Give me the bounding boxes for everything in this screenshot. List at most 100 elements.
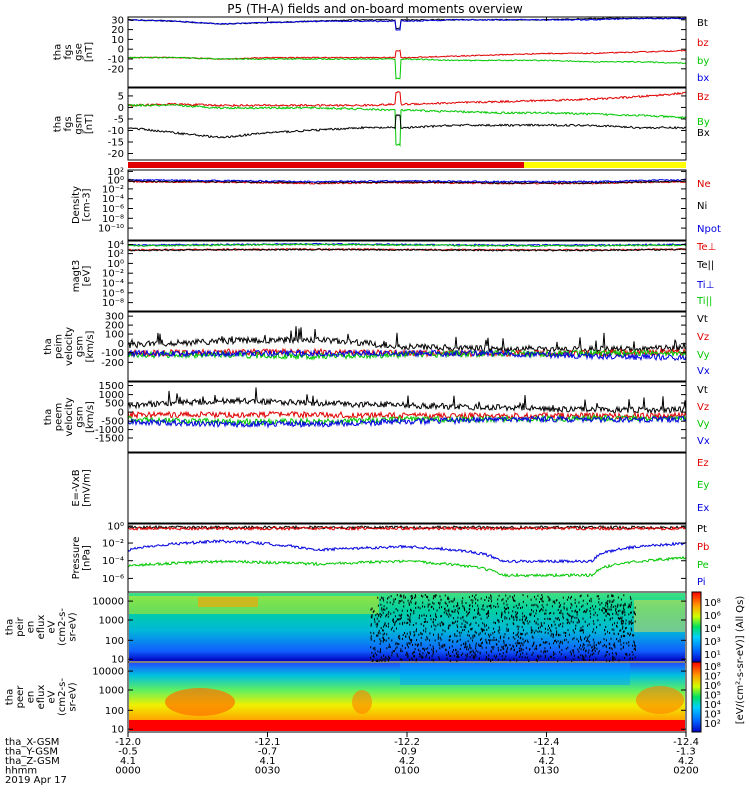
ylabel-line: E=-VxB — [71, 469, 82, 506]
xaxis-value: -0.7 — [258, 747, 278, 758]
series-temperature-Ti|| — [127, 243, 687, 248]
ylabel-line: [km/s] — [85, 401, 96, 433]
series-temperature-Te⊥ — [127, 247, 686, 252]
ylabel-line: eV — [47, 620, 58, 633]
colorbar-tick: 10⁸ — [704, 598, 721, 609]
ytick-label: 10⁰ — [107, 522, 124, 533]
ytick-label: 20 — [111, 25, 124, 36]
ylabel-line: fgs — [63, 116, 74, 131]
ytick-label: 10000 — [92, 597, 124, 608]
ylabel-fgs-gse: tha fgs gse [nT] — [52, 42, 95, 62]
ytick-label: -5 — [114, 114, 124, 125]
legend-density-1: Ni — [697, 201, 707, 212]
xaxis-value: 0130 — [534, 766, 559, 777]
legend-fgs-gsm-2: Bx — [697, 128, 710, 139]
ylabel-line: tha — [43, 409, 54, 425]
ytick-label: 500 — [105, 399, 124, 410]
ytick-label: 200 — [105, 321, 124, 332]
ytick-label: 1000 — [99, 686, 124, 697]
ytick-label: 100 — [105, 706, 124, 717]
ytick-label: 10⁻² — [102, 184, 124, 195]
ytick-label: 10² — [107, 249, 124, 260]
series-density-Npot — [127, 178, 687, 184]
legend-peim-1: Vz — [697, 332, 709, 343]
colorbar-tick: 10⁷ — [704, 672, 721, 683]
ytick-label: -200 — [101, 358, 124, 369]
ytick-label: 0 — [118, 45, 124, 56]
ylabel-line: [mV/m] — [81, 469, 92, 507]
ytick-label: 10⁻⁶ — [102, 204, 124, 215]
ytick-label: 10⁻⁴ — [102, 194, 124, 205]
xaxis-value: 4.2 — [678, 756, 694, 767]
series-peem-Vz — [127, 410, 687, 421]
ytick-label: 10 — [111, 655, 124, 666]
series-peim-Vx — [127, 348, 687, 362]
legend-efield-2: Ex — [697, 503, 709, 514]
colorbar-tick: 10³ — [704, 637, 721, 648]
legend-peem-0: Vt — [697, 385, 708, 396]
xaxis-value: -12.4 — [534, 737, 560, 748]
series-fgs-gse-bx — [128, 17, 687, 31]
ytick-label: 10⁴ — [107, 240, 124, 251]
legend-peem-2: Vy — [697, 419, 710, 430]
ylabel-line: [km/s] — [85, 330, 96, 362]
ylabel-line: fgs — [63, 44, 74, 59]
legend-pressure-2: Pe — [697, 560, 709, 571]
xaxis-value: -1.1 — [537, 747, 557, 758]
legend-density-2: Npot — [697, 224, 721, 235]
ytick-label: 10 — [111, 35, 124, 46]
ylabel-peer: tha peer en eflux eV (cm2-s-sr-eV) — [5, 678, 79, 716]
ylabel-line: magt3 — [71, 260, 82, 293]
panel-frame-peim — [127, 311, 687, 382]
xaxis-value: -12.2 — [394, 737, 420, 748]
ylabel-line: tha — [5, 619, 16, 635]
colorbar-tick: 10⁶ — [704, 681, 721, 692]
series-peim-Vt — [127, 326, 687, 354]
ytick-label: 10⁻¹⁰ — [98, 224, 124, 235]
ylabel-line: (cm2-s- — [57, 608, 68, 646]
figure-title: P5 (TH-A) fields and on-board moments ov… — [227, 2, 523, 16]
ytick-label: 10⁰ — [107, 175, 124, 186]
legend-fgs-gse-3: bx — [697, 73, 709, 84]
colorbar-tick: 10¹ — [704, 650, 721, 661]
ytick-label: -10 — [108, 126, 124, 137]
ylabel-fgs-gsm: tha fgs gsm [nT] — [52, 113, 95, 134]
spectro-band — [352, 690, 372, 714]
legend-temperature-0: Te⊥ — [696, 242, 716, 253]
spectro-band — [400, 663, 630, 685]
spectro-band — [129, 720, 685, 731]
ylabel-line: [cm-3] — [81, 188, 92, 221]
series-fgs-gsm-By — [127, 103, 687, 147]
ytick-label: 10 — [111, 725, 124, 736]
spectro-band — [198, 597, 258, 607]
xaxis-value: -1.3 — [676, 747, 696, 758]
legend-fgs-gsm-1: By — [697, 117, 710, 128]
colorbar-0 — [691, 591, 702, 663]
xaxis-value: 0200 — [673, 766, 698, 777]
ytick-label: -20 — [108, 64, 124, 75]
xaxis-value: 4.2 — [399, 756, 415, 767]
ytick-label: -500 — [101, 417, 124, 428]
colorbar-tick: 10⁸ — [704, 662, 721, 673]
ytick-label: 0 — [118, 408, 124, 419]
series-fgs-gsm-Bx — [127, 114, 687, 139]
ytick-label: -20 — [108, 149, 124, 160]
ytick-label: 300 — [105, 312, 124, 323]
colorbar-tick: 10² — [704, 719, 721, 730]
ylabel-line: Density — [71, 186, 82, 224]
series-temperature-Te|| — [127, 247, 687, 252]
series-density-Ne — [127, 180, 687, 185]
series-fgs-gsm-Bz — [127, 91, 686, 108]
ylabel-line: gsm — [73, 113, 84, 134]
xaxis-value: 0100 — [394, 766, 419, 777]
series-peem-Vt — [127, 387, 687, 415]
ylabel-line: tha — [52, 116, 63, 132]
series-peem-Vx — [127, 415, 687, 429]
ylabel-line: eflux — [36, 685, 47, 710]
ylabel-line: peem — [54, 403, 65, 431]
xaxis-date: 2019 Apr 17 — [5, 775, 67, 786]
ytick-label: 10000 — [92, 667, 124, 678]
ylabel-line: eflux — [36, 615, 47, 640]
panel-frame-temperature — [127, 240, 687, 312]
